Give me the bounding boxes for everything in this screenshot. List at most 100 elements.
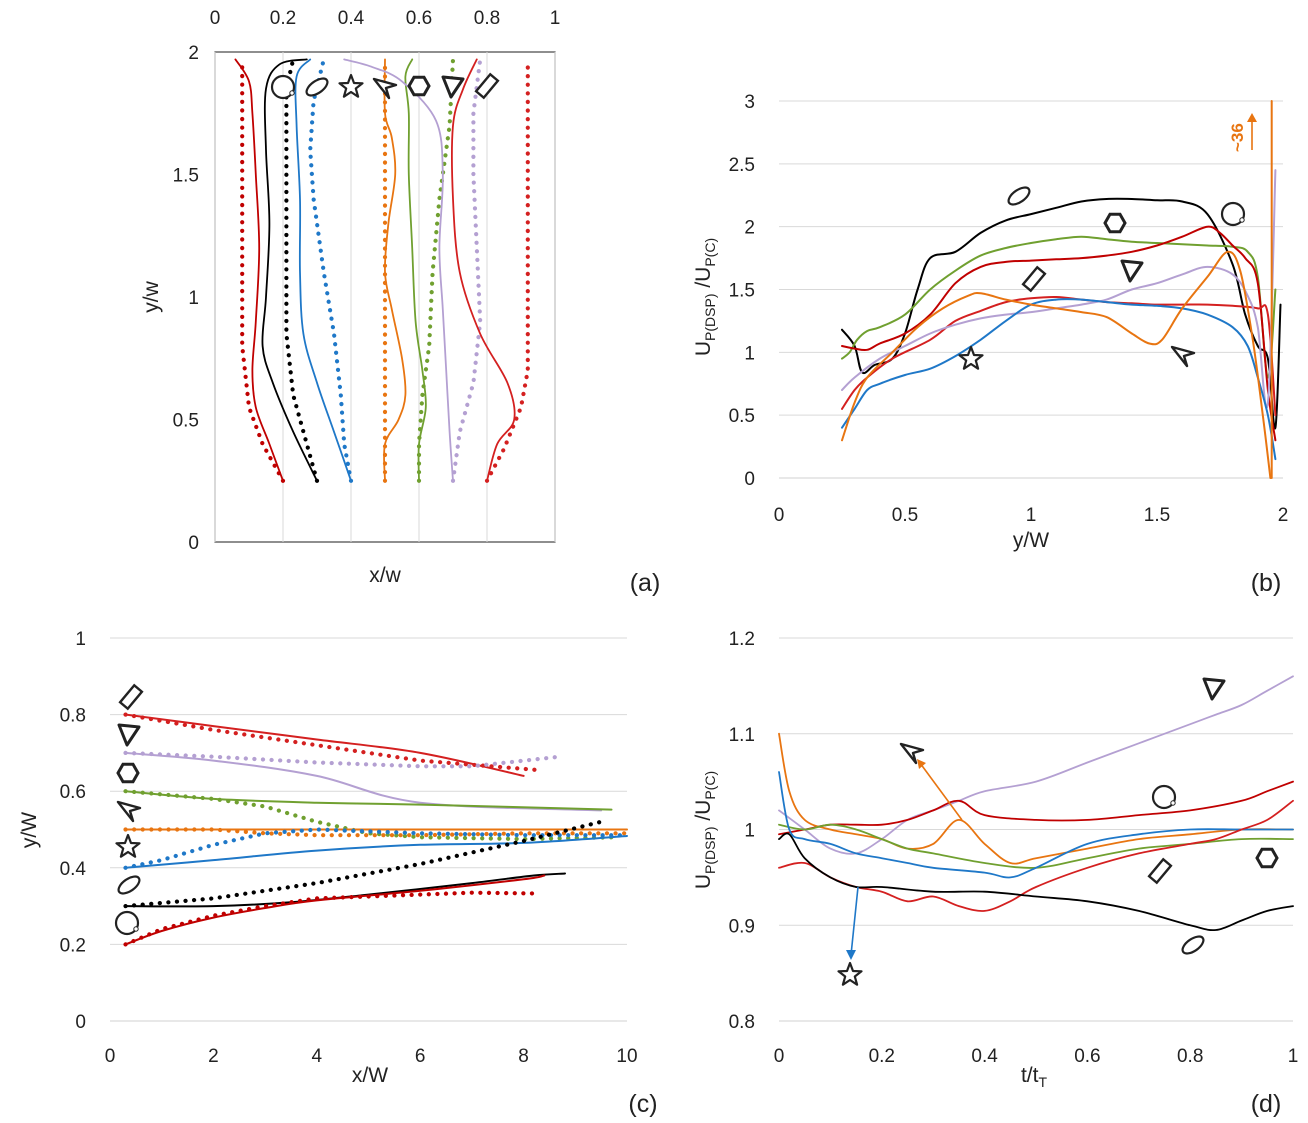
panel-d-triangle-icon <box>1202 677 1226 701</box>
b-series-star <box>841 298 1277 461</box>
b-y-tick-label: 2 <box>744 218 755 239</box>
a-y-tick-label: 0.5 <box>173 411 199 432</box>
d-series-ellipse <box>778 832 1294 932</box>
panel-d-y-ticks: 0.8 0.9 1 1.1 1.2 <box>729 629 755 1033</box>
a-series-circle-dotted <box>240 57 286 483</box>
d-x-tick-label: 0.8 <box>1177 1046 1203 1067</box>
panel-a-series <box>234 57 530 483</box>
panel-d-arrow-pointer <box>919 762 963 821</box>
a-series-ellipse-solid <box>261 58 318 482</box>
panel-c-hexagon-icon <box>116 762 140 784</box>
panel-b-spike-value: ~36 <box>1228 123 1247 152</box>
a-x-tick-label: 0.2 <box>270 8 296 29</box>
panel-d-arrow-icon <box>899 742 925 765</box>
panel-b-y-axis-label: UP(DSP) /UP(C) <box>692 238 718 356</box>
panel-b-spike-arrowhead <box>1247 113 1257 122</box>
panel-b-x-ticks: 0 0.5 1 1.5 2 <box>774 505 1289 526</box>
a-series-circle-solid <box>234 58 284 482</box>
panel-d-label-text: (d) <box>1251 1090 1282 1118</box>
d-series-circle <box>778 780 1294 836</box>
panel-c: 0 2 4 6 8 10 0 0.2 0.4 0.6 0.8 1 x/W y/W (c) <box>18 629 658 1118</box>
panel-c-y-axis-label: y/W <box>18 812 41 848</box>
a-x-tick-label: 0.8 <box>474 8 500 29</box>
c-series-circle-dotted <box>123 890 542 947</box>
d-y-tick-label: 1 <box>744 821 755 842</box>
c-series-diamond-solid <box>124 713 525 777</box>
panel-a-gridlines <box>214 52 556 542</box>
b-y-tick-label: 0 <box>744 469 755 490</box>
d-x-tick-label: 0.4 <box>971 1046 998 1067</box>
panel-a-y-ticks: 0 0.5 1 1.5 2 <box>173 43 199 554</box>
d-y-tick-label: 1.2 <box>729 629 755 650</box>
c-y-tick-label: 0.4 <box>60 859 87 880</box>
b-x-tick-label: 1.5 <box>1144 505 1170 526</box>
a-y-tick-label: 1.5 <box>173 166 199 187</box>
panel-c-star-icon <box>115 833 141 858</box>
panel-c-arrow-icon <box>116 800 142 823</box>
d-series-triangle <box>778 675 1294 855</box>
c-series-star-solid <box>124 835 628 869</box>
b-series-ellipse <box>841 197 1282 430</box>
b-series-circle <box>841 225 1277 442</box>
c-y-tick-label: 1 <box>75 629 86 650</box>
panel-b-series <box>841 100 1282 479</box>
a-series-arrow-solid <box>383 58 407 482</box>
c-x-tick-label: 8 <box>518 1046 529 1067</box>
c-series-hexagon-dotted <box>123 789 619 842</box>
a-x-tick-label: 1 <box>550 8 561 29</box>
a-series-hexagon-dotted <box>416 57 456 483</box>
panel-d-circle-icon <box>1151 784 1177 810</box>
c-x-tick-label: 6 <box>415 1046 426 1067</box>
panel-c-series <box>123 712 630 947</box>
a-series-star-solid <box>294 58 352 482</box>
a-y-tick-label: 1 <box>188 288 199 309</box>
panel-d-arrow-pointer-head <box>917 759 926 769</box>
c-series-circle-solid <box>124 874 546 946</box>
panel-d-diamond-icon <box>1147 858 1173 884</box>
b-y-tick-label: 0.5 <box>729 406 755 427</box>
c-y-tick-label: 0.2 <box>60 935 86 956</box>
panel-d-x-axis-label: t/tT <box>1021 1064 1048 1090</box>
panel-b-arrow-icon <box>1170 345 1196 368</box>
panel-b: 0 0.5 1 1.5 2 0 0.5 1 1.5 2 2.5 3 ~36 y/W UP(DSP) … <box>692 92 1288 597</box>
d-series-diamond <box>778 799 1294 912</box>
panel-c-label: (c) <box>628 1090 657 1118</box>
panel-d-ellipse-icon <box>1178 932 1208 958</box>
panel-c-triangle-icon <box>117 723 141 747</box>
d-x-tick-label: 0.2 <box>869 1046 895 1067</box>
panel-d-x-ticks: 0 0.2 0.4 0.6 0.8 1 <box>774 1046 1299 1067</box>
legend-hexagon-icon <box>407 75 431 97</box>
panel-b-diamond-icon <box>1021 266 1047 292</box>
panel-d-star-icon <box>837 961 863 986</box>
a-y-tick-label: 2 <box>188 43 199 64</box>
a-x-tick-label: 0.6 <box>406 8 432 29</box>
panel-b-ellipse-icon <box>1004 183 1034 209</box>
a-series-ellipse-dotted <box>284 57 320 483</box>
a-series-triangle-solid <box>343 58 454 482</box>
c-series-triangle-dotted <box>123 750 562 769</box>
panel-c-circle-icon <box>114 910 140 936</box>
panel-b-triangle-icon <box>1120 259 1144 283</box>
panel-b-spike-annotation: ~36 <box>1228 113 1257 152</box>
a-x-tick-label: 0.4 <box>338 8 365 29</box>
b-series-hexagon <box>841 235 1277 379</box>
b-x-tick-label: 0.5 <box>892 505 918 526</box>
c-series-star-dotted <box>123 827 630 870</box>
panel-a-label: (a) <box>630 569 661 597</box>
d-x-tick-label: 0.6 <box>1074 1046 1100 1067</box>
legend-circle-icon <box>270 74 296 100</box>
panel-d-star-pointer-head <box>846 950 856 960</box>
c-y-tick-label: 0.6 <box>60 782 86 803</box>
c-series-hexagon-solid <box>124 790 613 811</box>
b-x-tick-label: 1 <box>1026 505 1037 526</box>
b-y-tick-label: 3 <box>744 92 755 113</box>
a-series-triangle-dotted <box>450 57 483 483</box>
panel-b-x-axis-label: y/W <box>1013 529 1049 552</box>
panel-c-x-ticks: 0 2 4 6 8 10 <box>105 1046 638 1067</box>
b-y-tick-label: 1.5 <box>729 281 755 302</box>
a-x-tick-label: 0 <box>210 8 221 29</box>
d-y-tick-label: 0.8 <box>729 1012 755 1033</box>
panel-b-circle-icon <box>1220 201 1246 227</box>
c-series-triangle-solid <box>124 751 603 812</box>
